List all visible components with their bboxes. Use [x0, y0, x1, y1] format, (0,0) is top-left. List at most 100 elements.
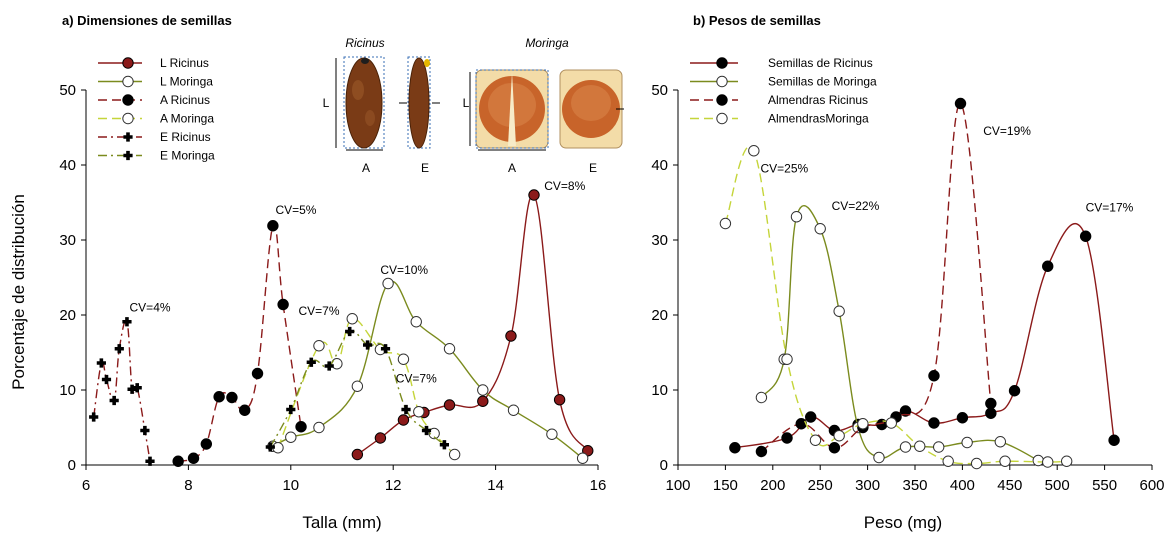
data-point	[928, 370, 940, 382]
x-tick-label: 6	[82, 477, 90, 494]
legend-marker	[716, 57, 728, 69]
data-point	[324, 361, 334, 371]
legend-label: Semillas de Moringa	[768, 75, 877, 89]
x-tick-label: 350	[902, 477, 927, 494]
plot-b: 100 150 200 250 300 350 400 450 500 550 600 0 10 20 30…	[651, 56, 1164, 494]
panel-a-ylabel: Porcentaje de distribución	[9, 194, 28, 390]
data-point	[1042, 260, 1054, 272]
data-point	[809, 434, 822, 446]
panel-a-dimensiones: a) Dimensiones de semillas Porcentaje de…	[9, 13, 624, 532]
data-point	[382, 277, 394, 290]
legend-label: L Moringa	[160, 75, 213, 89]
data-point	[363, 340, 373, 350]
data-point	[226, 391, 238, 404]
x-tick-label: 600	[1139, 477, 1164, 494]
cv-annotation: CV=8%	[544, 179, 585, 193]
y-tick-label: 10	[651, 382, 668, 399]
legend-label: E Moringa	[160, 149, 215, 163]
x-tick-label: 450	[997, 477, 1022, 494]
data-point	[928, 417, 940, 429]
legend-label: Semillas de Ricinus	[768, 56, 873, 70]
inset-E-moringa-label: E	[589, 161, 597, 175]
y-tick-label: 20	[651, 307, 668, 324]
data-point	[351, 448, 364, 461]
data-point	[985, 407, 997, 419]
data-point	[380, 344, 391, 354]
data-point	[265, 442, 275, 452]
data-point	[505, 330, 517, 342]
data-point	[89, 412, 99, 422]
x-tick-label: 500	[1045, 477, 1070, 494]
x-tick-label: 550	[1092, 477, 1117, 494]
data-point	[1060, 455, 1073, 467]
y-tick-label: 30	[59, 232, 76, 249]
legend-marker	[122, 112, 134, 125]
x-tick-label: 16	[590, 477, 607, 494]
data-point	[114, 344, 124, 354]
data-point	[187, 452, 200, 464]
data-point	[286, 404, 296, 415]
data-point	[857, 418, 869, 430]
data-point	[439, 440, 449, 450]
data-point	[576, 452, 589, 464]
data-point	[748, 145, 760, 157]
y-tick-label: 10	[59, 382, 76, 399]
series-line	[356, 193, 589, 456]
series-a-ricinus: A Ricinus	[98, 93, 307, 467]
inset-L-moringa-label: L	[463, 96, 470, 110]
data-point	[413, 406, 425, 418]
data-point	[790, 211, 803, 223]
data-point	[805, 411, 817, 423]
data-point	[507, 404, 520, 416]
data-point	[346, 313, 358, 325]
series-e-moringa: E Moringa	[98, 149, 449, 452]
x-tick-label: 14	[487, 477, 504, 494]
series-l-moringa: L Moringa	[98, 75, 589, 464]
data-point	[428, 427, 440, 440]
inset-E-ricinus-label: E	[421, 161, 429, 175]
data-point	[954, 97, 967, 110]
data-point	[421, 425, 432, 436]
data-point	[942, 455, 954, 467]
data-point	[145, 456, 155, 466]
moringa-seed-side	[559, 69, 624, 149]
y-tick-label: 20	[59, 307, 76, 324]
cv-annotation: CV=10%	[380, 263, 428, 277]
data-point	[443, 399, 456, 411]
legend-marker	[122, 75, 134, 88]
series-line	[760, 102, 992, 453]
x-tick-label: 12	[385, 477, 402, 494]
series-semillas-de-ricinus: Semillas de Ricinus	[690, 56, 1120, 454]
data-point	[781, 353, 793, 365]
data-point	[833, 430, 845, 442]
y-tick-label: 0	[68, 457, 76, 474]
seed-inset-illustration: Ricinus Moringa	[323, 36, 624, 175]
data-point	[755, 445, 768, 458]
data-point	[1079, 230, 1092, 242]
x-tick-label: 150	[713, 477, 738, 494]
plot-a: 6 8 10 12 14 16 0 10 20 30 40 50 L Ricinus L Moringa A…	[59, 56, 606, 494]
data-point	[553, 394, 566, 406]
legend-label: L Ricinus	[160, 56, 209, 70]
data-point	[914, 440, 926, 452]
y-tick-label: 30	[651, 232, 668, 249]
y-tick-label: 40	[651, 157, 668, 174]
cv-annotation: CV=7%	[396, 372, 437, 386]
data-point	[994, 436, 1007, 448]
series-e-ricinus: E Ricinus	[89, 130, 211, 466]
data-point	[795, 418, 807, 430]
data-point	[933, 441, 945, 453]
data-point	[200, 438, 213, 450]
data-point	[397, 414, 410, 426]
panel-b-title: b) Pesos de semillas	[693, 13, 821, 28]
cv-annotation: CV=25%	[760, 162, 808, 176]
data-point	[127, 384, 137, 394]
data-point	[1108, 434, 1120, 446]
data-point	[172, 455, 184, 467]
x-tick-label: 200	[760, 477, 785, 494]
data-point	[313, 340, 325, 352]
data-point	[899, 405, 912, 417]
data-point	[833, 305, 845, 317]
legend-marker	[123, 132, 133, 142]
panel-b-xlabel: Peso (mg)	[864, 513, 942, 532]
